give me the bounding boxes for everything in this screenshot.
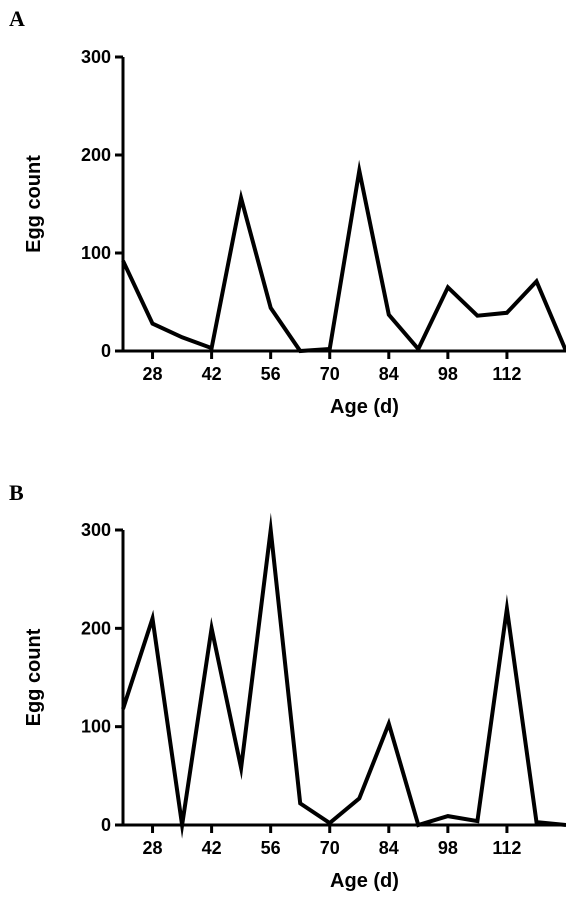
x-tick-label: 56 bbox=[261, 838, 281, 858]
x-tick-label: 112 bbox=[492, 364, 521, 384]
y-tick-label: 200 bbox=[81, 145, 111, 165]
series-line bbox=[121, 159, 566, 354]
y-tick-label: 0 bbox=[101, 341, 111, 361]
y-axis-title: Egg count bbox=[23, 628, 45, 726]
x-tick-label: 56 bbox=[261, 364, 281, 384]
panel-letter: B bbox=[9, 480, 24, 505]
x-axis-title: Age (d) bbox=[330, 396, 399, 418]
x-tick-label: 84 bbox=[379, 364, 399, 384]
x-tick-label: 70 bbox=[320, 838, 340, 858]
x-tick-label: 28 bbox=[143, 838, 163, 858]
series-line bbox=[121, 512, 566, 839]
x-tick-label: 112 bbox=[492, 838, 521, 858]
x-tick-label: 70 bbox=[320, 364, 340, 384]
y-tick-label: 300 bbox=[81, 47, 111, 67]
x-tick-label: 84 bbox=[379, 838, 399, 858]
x-tick-label: 98 bbox=[438, 838, 458, 858]
panel-letter: A bbox=[9, 6, 25, 31]
line-chart-a: 0 100 200 300 28 42 56 70 84 98 112 Age (d) Egg coun… bbox=[23, 47, 566, 418]
chart-panel-a: A 0 100 200 300 28 42 56 70 84 98 112 Age (d) Egg co… bbox=[9, 6, 566, 418]
y-tick-label: 100 bbox=[81, 717, 111, 737]
x-tick-label: 42 bbox=[202, 838, 222, 858]
line-chart-b: 0 100 200 300 28 42 56 70 84 98 112 Age (d) Egg coun… bbox=[23, 512, 566, 892]
y-tick-label: 200 bbox=[81, 618, 111, 638]
y-tick-label: 100 bbox=[81, 243, 111, 263]
y-axis-title: Egg count bbox=[23, 155, 45, 253]
y-tick-label: 0 bbox=[101, 815, 111, 835]
x-tick-label: 98 bbox=[438, 364, 458, 384]
x-tick-label: 28 bbox=[143, 364, 163, 384]
x-tick-label: 42 bbox=[202, 364, 222, 384]
y-tick-label: 300 bbox=[81, 520, 111, 540]
x-axis-title: Age (d) bbox=[330, 870, 399, 892]
chart-panel-b: B 0 100 200 300 28 42 56 70 84 98 112 Age (d) Egg co… bbox=[0, 474, 566, 903]
